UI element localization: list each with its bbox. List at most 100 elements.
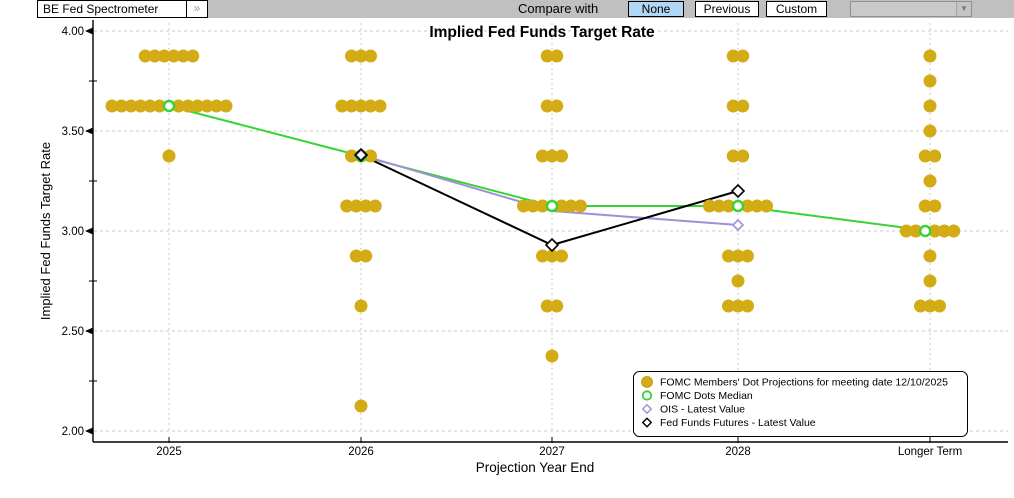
fomc-dot <box>176 49 190 63</box>
fomc-dot <box>335 99 349 113</box>
fomc-dot <box>540 49 554 63</box>
fomc-dot <box>536 199 549 213</box>
fomc-dot <box>349 249 363 263</box>
dots-2028 <box>703 49 773 313</box>
svg-text:2028: 2028 <box>725 446 751 458</box>
chart-type-selector[interactable]: BE Fed Spectrometer <box>37 0 192 18</box>
fomc-dot <box>536 149 549 163</box>
fomc-dot <box>345 99 358 113</box>
series-line <box>360 154 739 247</box>
fomc-dot <box>345 49 358 63</box>
fomc-dot <box>726 49 740 63</box>
compare-none-button[interactable]: None <box>628 1 684 17</box>
fomc-dot <box>536 249 549 263</box>
fomc-dot <box>923 49 937 63</box>
fomc-dot <box>722 199 735 213</box>
fomc-dot <box>923 124 937 138</box>
legend-label: Fed Funds Futures - Latest Value <box>660 417 816 429</box>
svg-text:2026: 2026 <box>348 446 374 458</box>
fomc-dot <box>517 199 530 213</box>
fomc-dot <box>760 199 773 213</box>
fomc-dot <box>134 99 147 113</box>
fomc-dot <box>947 224 961 238</box>
dots-2025 <box>105 49 233 163</box>
svg-text:3.50: 3.50 <box>62 126 84 138</box>
compare-previous-button[interactable]: Previous <box>695 1 759 17</box>
dots-2027 <box>517 49 587 363</box>
fomc-dot <box>191 99 204 113</box>
fomc-dot <box>736 149 750 163</box>
fomc-dot <box>555 199 568 213</box>
fomc-dot <box>555 149 568 163</box>
fomc-dot <box>359 249 373 263</box>
expand-button[interactable]: » <box>186 0 208 18</box>
fomc-dot <box>550 299 564 313</box>
fomc-dot <box>540 299 554 313</box>
svg-text:Longer Term: Longer Term <box>898 446 962 458</box>
fomc-dot <box>722 249 735 263</box>
fomc-dot <box>731 249 745 263</box>
fomc-dot <box>526 199 540 213</box>
svg-text:Implied Fed Funds Target Rate: Implied Fed Funds Target Rate <box>429 24 655 41</box>
fomc-dot <box>153 99 166 113</box>
fomc-dot <box>186 49 200 63</box>
fomc-dot <box>550 49 564 63</box>
dropdown-arrow-icon[interactable]: ▼ <box>956 2 971 16</box>
fomc-dot <box>545 149 559 163</box>
legend-label: FOMC Dots Median <box>660 390 753 402</box>
median-marker <box>919 224 932 238</box>
fomc-dot <box>364 49 377 63</box>
fomc-dot <box>914 299 927 313</box>
fomc-dot <box>731 299 745 313</box>
fomc-dot <box>741 299 754 313</box>
legend-diamond-swatch <box>641 417 653 428</box>
fomc-dot <box>928 149 942 163</box>
fomc-dot <box>909 224 923 238</box>
fomc-dot <box>918 149 932 163</box>
fomc-dot <box>354 99 368 113</box>
fomc-dot <box>564 199 578 213</box>
svg-text:Implied Fed Funds Target Rate: Implied Fed Funds Target Rate <box>38 142 53 320</box>
fomc-dot <box>741 249 754 263</box>
latest-value-marker <box>544 237 560 253</box>
fomc-dot <box>918 199 932 213</box>
legend: FOMC Members' Dot Projections for meetin… <box>633 371 968 437</box>
dots-2026 <box>335 49 387 413</box>
fomc-dot <box>138 49 152 63</box>
fomc-dot <box>157 49 171 63</box>
fomc-dot <box>349 199 363 213</box>
latest-value-marker <box>353 147 369 163</box>
compare-custom-dropdown[interactable]: ▼ <box>850 1 972 17</box>
fomc-dot <box>736 99 750 113</box>
svg-text:Projection Year End: Projection Year End <box>476 460 595 475</box>
fomc-dot <box>722 299 735 313</box>
svg-text:2025: 2025 <box>156 446 182 458</box>
fomc-dot <box>923 249 937 263</box>
fomc-dot <box>200 99 214 113</box>
compare-custom-button[interactable]: Custom <box>766 1 827 17</box>
fomc-dot <box>928 224 942 238</box>
fomc-dot <box>172 99 185 113</box>
fomc-dot <box>741 199 754 213</box>
fomc-dot <box>545 249 559 263</box>
fomc-dot <box>703 199 716 213</box>
fomc-dot <box>899 224 913 238</box>
legend-median-swatch <box>641 390 653 401</box>
fomc-dot <box>364 99 377 113</box>
svg-text:4.00: 4.00 <box>62 26 84 38</box>
fomc-dot <box>928 199 942 213</box>
fomc-dot <box>574 199 587 213</box>
fomc-dot <box>923 274 937 288</box>
fomc-dot <box>354 299 368 313</box>
latest-value-marker <box>731 218 745 232</box>
fomc-dot <box>933 299 946 313</box>
latest-value-marker <box>730 183 746 199</box>
fomc-dot <box>923 74 937 88</box>
fomc-dot <box>162 149 176 163</box>
fomc-dot <box>540 99 554 113</box>
fomc-dot <box>181 99 195 113</box>
svg-text:2027: 2027 <box>539 446 565 458</box>
fomc-dot <box>124 99 138 113</box>
median-marker <box>545 199 559 213</box>
